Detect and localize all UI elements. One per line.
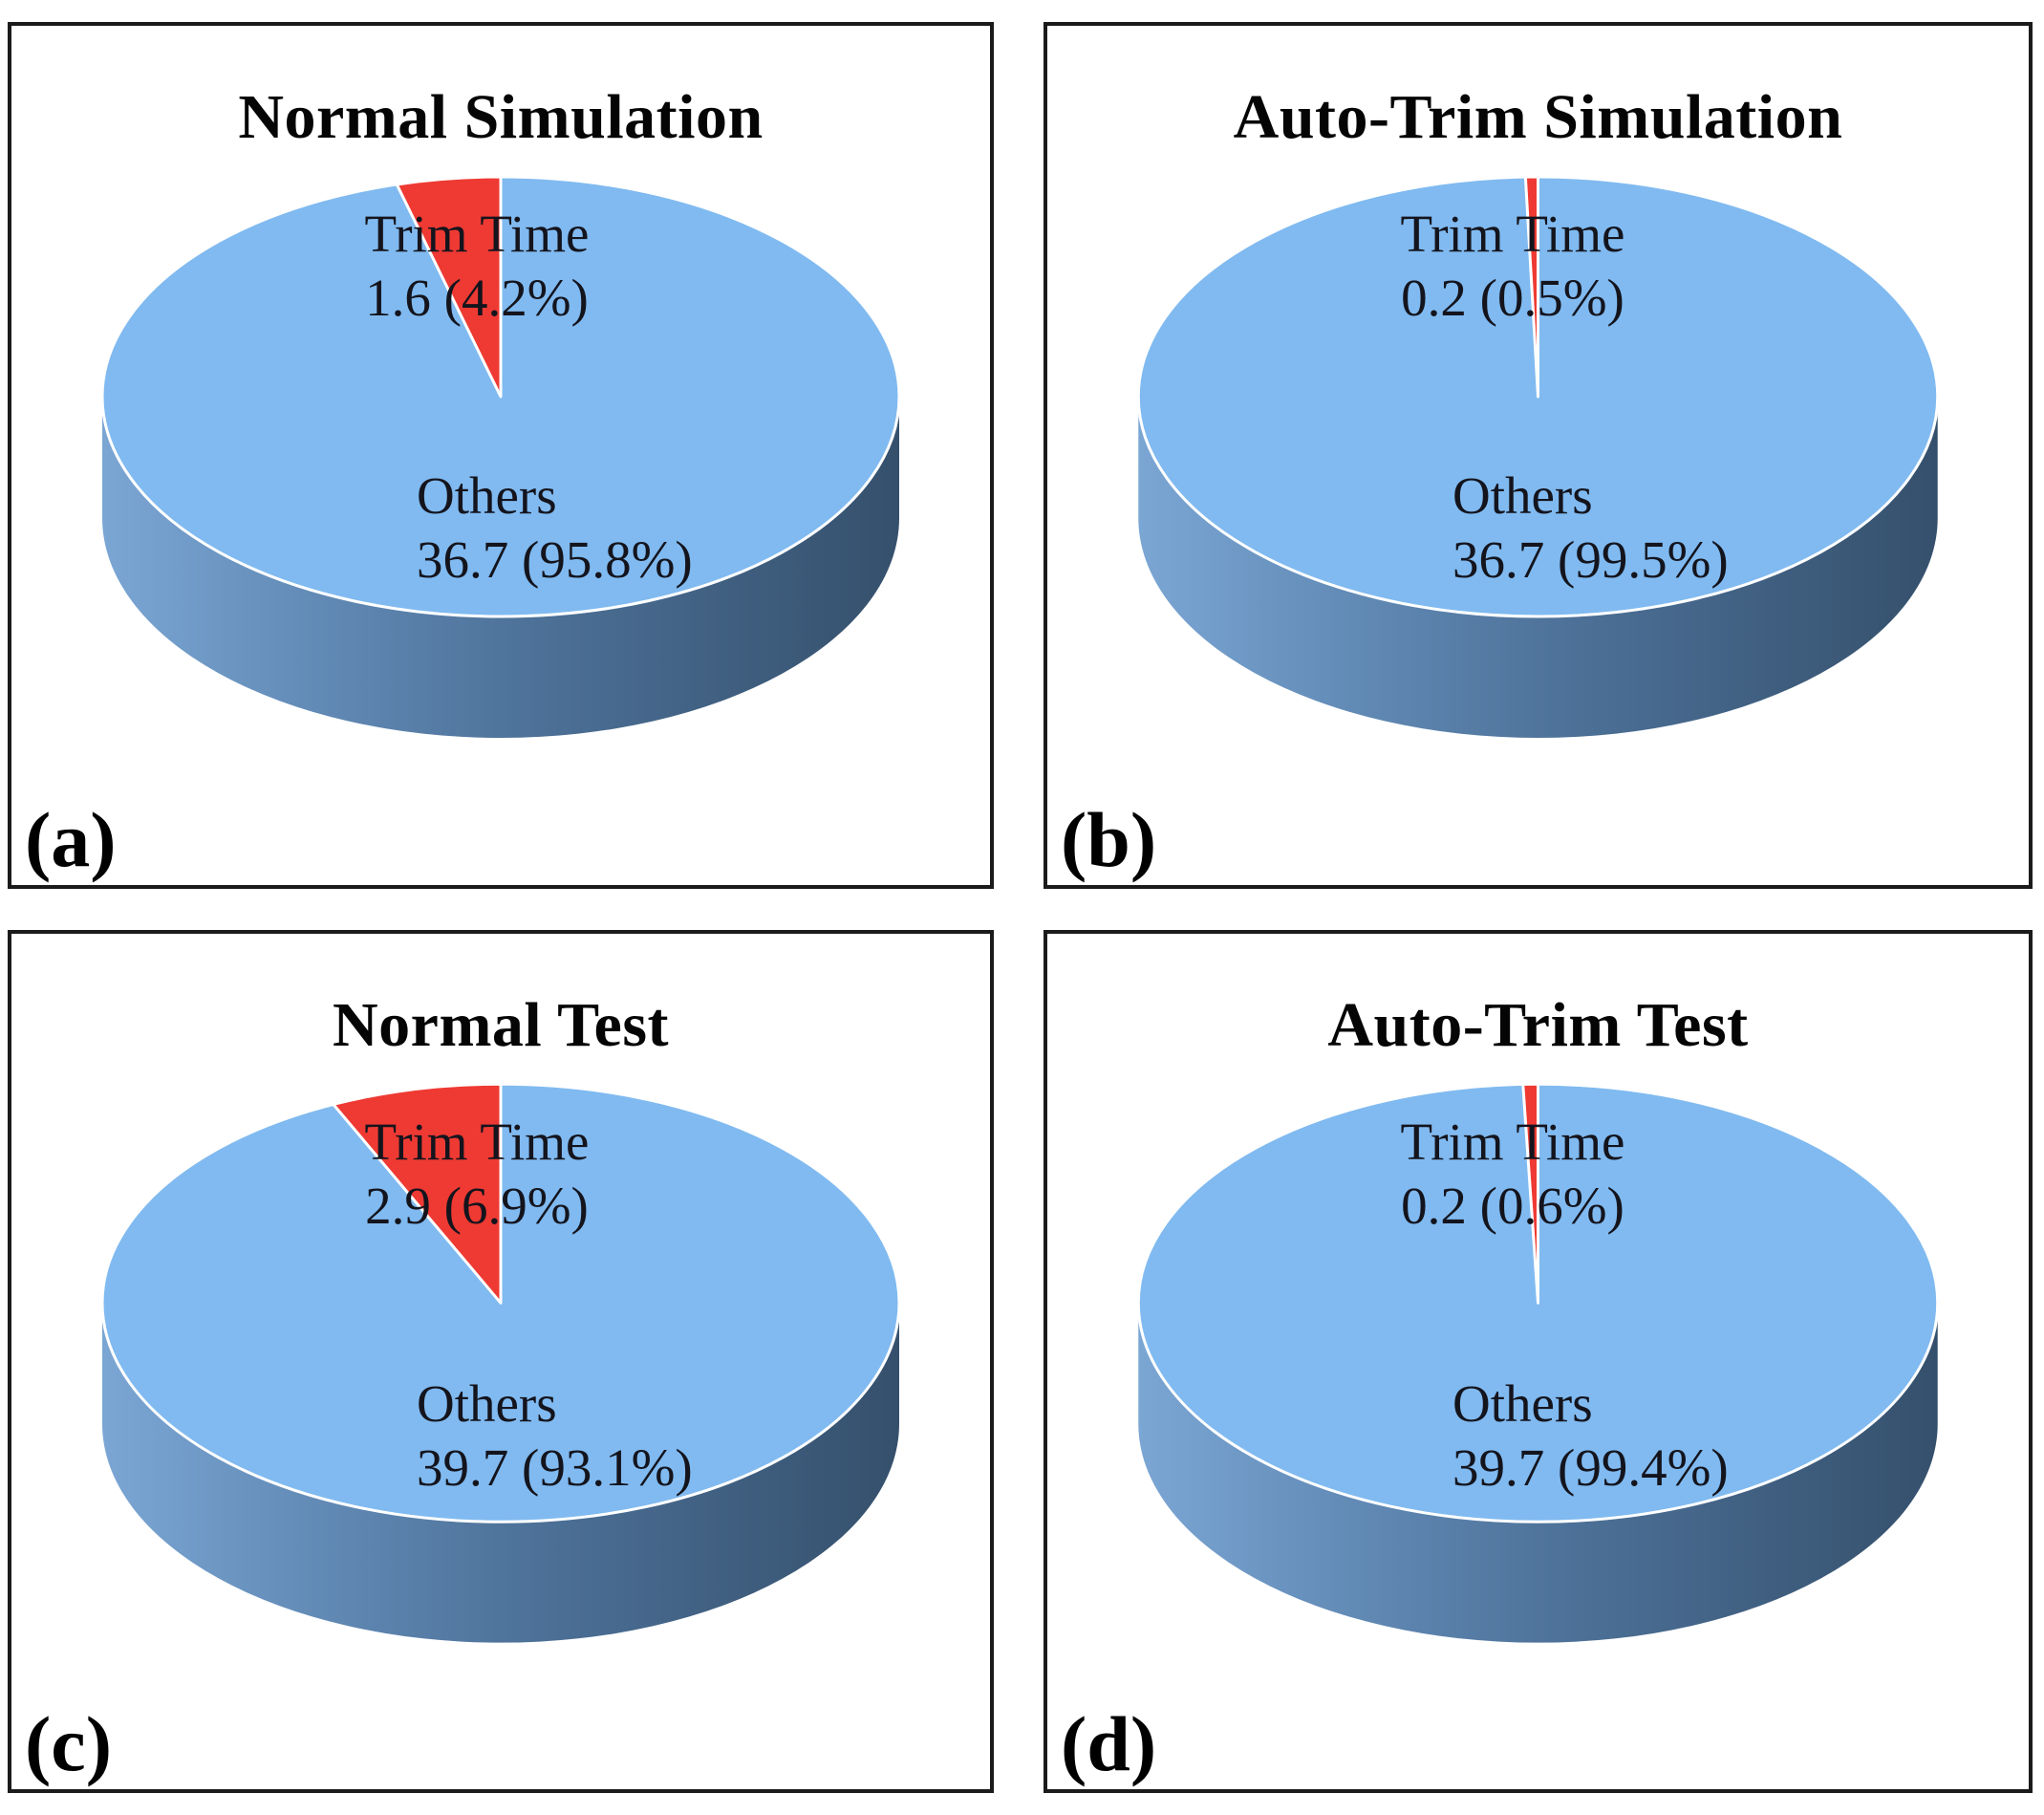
trim-time-label: Trim Time 0.2 (0.6%) — [1384, 1110, 1642, 1238]
chart-title: Normal Test — [333, 990, 669, 1060]
pie-side — [102, 1303, 899, 1643]
others-label: Others 36.7 (99.5%) — [1452, 464, 1729, 592]
slice-value: 0.2 (0.5%) — [1401, 269, 1624, 327]
slice-value: 39.7 (93.1%) — [417, 1438, 693, 1497]
trim-time-label: Trim Time 2.9 (6.9%) — [348, 1110, 606, 1238]
slice-value: 1.6 (4.2%) — [365, 269, 589, 327]
slice-trim-time — [1521, 1082, 1540, 1305]
panel-letter: (b) — [1061, 795, 1157, 883]
panel-c-normal-test: Normal Test Trim Time 2.9 (6.9%) Others … — [8, 930, 994, 1793]
slice-name: Trim Time — [1400, 205, 1625, 263]
slice-name: Others — [417, 1374, 557, 1433]
slice-name: Trim Time — [364, 205, 590, 263]
panel-letter: (c) — [25, 1699, 113, 1787]
pie-side — [1138, 397, 1938, 738]
panel-letter: (d) — [1061, 1699, 1157, 1787]
others-label: Others 39.7 (93.1%) — [417, 1372, 693, 1500]
pie-chart — [100, 1082, 901, 1643]
panel-b-auto-trim-simulation: Auto-Trim Simulation Trim Time 0.2 (0.5%… — [1044, 22, 2033, 889]
panel-a-normal-simulation: Normal Simulation Trim Time 1.6 (4.2%) O… — [8, 22, 994, 889]
chart-title: Auto-Trim Simulation — [1233, 82, 1843, 152]
slice-value: 39.7 (99.4%) — [1452, 1438, 1729, 1497]
slice-value: 0.2 (0.6%) — [1401, 1177, 1624, 1235]
panel-d-auto-trim-test: Auto-Trim Test Trim Time 0.2 (0.6%) Othe… — [1044, 930, 2033, 1793]
slice-name: Others — [417, 466, 557, 525]
slice-value: 36.7 (99.5%) — [1452, 530, 1729, 589]
panel-letter: (a) — [25, 795, 117, 883]
pie-chart — [1136, 175, 1940, 738]
slice-name: Trim Time — [1400, 1113, 1625, 1171]
slice-value: 2.9 (6.9%) — [365, 1177, 589, 1235]
others-label: Others 39.7 (99.4%) — [1452, 1372, 1729, 1500]
slice-value: 36.7 (95.8%) — [417, 530, 693, 589]
pie-side — [1138, 1303, 1938, 1643]
chart-title: Auto-Trim Test — [1327, 990, 1749, 1060]
slice-trim-time — [332, 1082, 503, 1305]
pie-chart — [1136, 1082, 1940, 1643]
slice-trim-time — [395, 175, 503, 399]
slice-name: Others — [1452, 466, 1593, 525]
slice-trim-time — [1523, 175, 1540, 399]
slice-name: Others — [1452, 1374, 1593, 1433]
trim-time-label: Trim Time 0.2 (0.5%) — [1384, 202, 1642, 330]
trim-time-label: Trim Time 1.6 (4.2%) — [348, 202, 606, 330]
pie-side — [102, 397, 899, 738]
pie-chart — [100, 175, 901, 738]
others-label: Others 36.7 (95.8%) — [417, 464, 693, 592]
chart-title: Normal Simulation — [238, 82, 764, 152]
slice-name: Trim Time — [364, 1113, 590, 1171]
